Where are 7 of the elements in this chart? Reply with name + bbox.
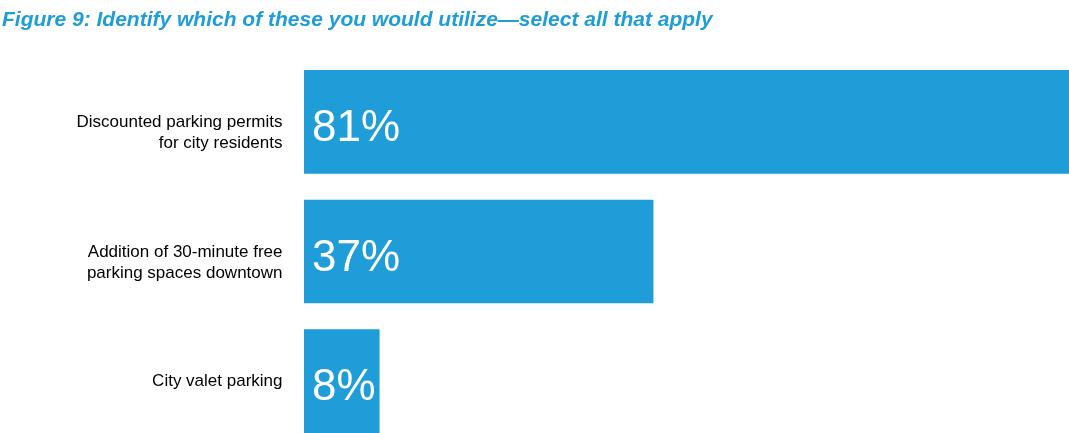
data-label: 8%	[312, 360, 376, 410]
y-tick-label: Addition of 30-minute free parking spaces downtown	[86, 241, 283, 282]
y-tick-label: Discounted parking permits for city residents	[76, 111, 283, 152]
data-label: 37%	[312, 230, 401, 280]
chart-title: Figure 9: Identify which of these you would utilize—select all that apply	[2, 7, 714, 30]
y-tick-label: City valet parking	[152, 371, 283, 391]
data-label: 81%	[312, 100, 401, 150]
